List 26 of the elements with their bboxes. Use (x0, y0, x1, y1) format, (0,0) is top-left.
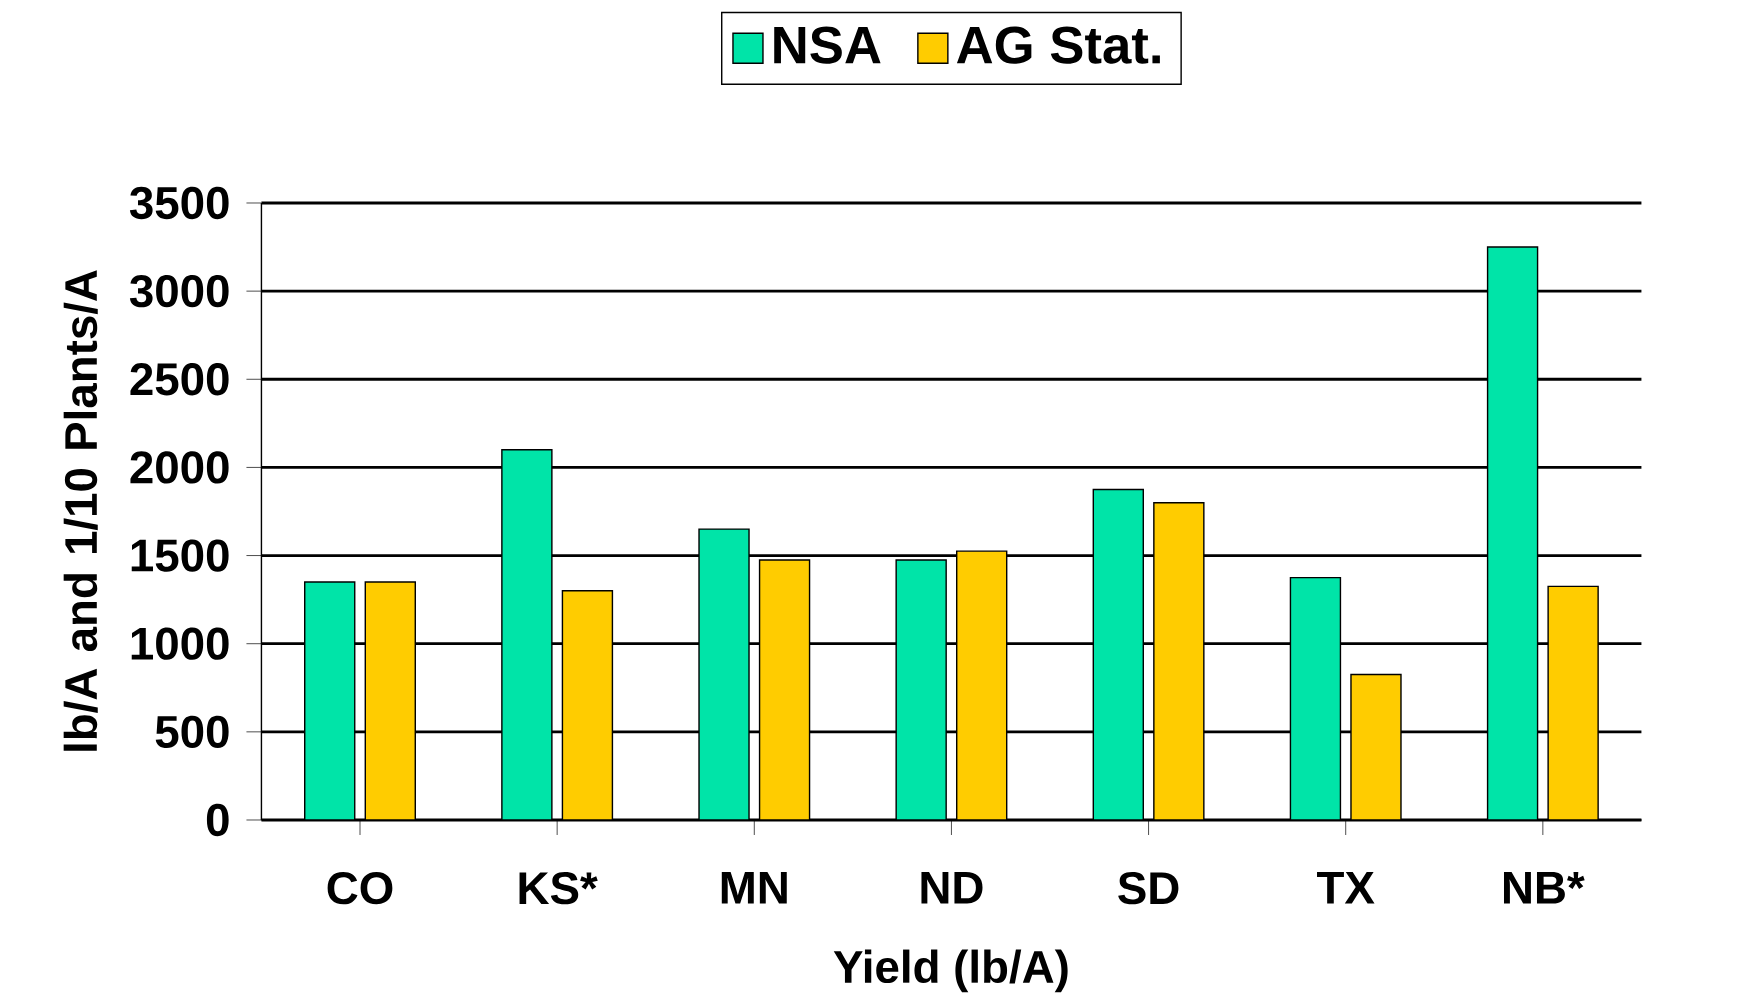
x-tick-label: TX (1317, 871, 1375, 904)
y-tick-label: 2000 (130, 451, 229, 484)
bar (501, 449, 552, 820)
bar (1290, 577, 1341, 820)
y-tick-label: 2500 (130, 362, 229, 396)
x-axis-title: Yield (lb/A) (833, 949, 1068, 992)
y-tick-label: 1500 (131, 539, 229, 572)
x-tick-label: NB* (1504, 871, 1585, 904)
bar (896, 559, 947, 820)
x-tick-label: MN (721, 871, 787, 904)
y-axis-title: lb/A and 1/10 Plants/A (63, 270, 98, 751)
x-tick-label: SD (1118, 871, 1179, 905)
bar (304, 581, 355, 820)
bar (1486, 246, 1539, 820)
bar (1093, 489, 1144, 820)
y-tick-label: 0 (206, 803, 229, 836)
legend-label: NSA (774, 26, 881, 64)
y-tick-label: 3000 (129, 274, 229, 308)
x-tick-label: CO (327, 871, 393, 905)
x-tick-label: ND (921, 871, 983, 904)
legend-label: AG Stat. (956, 26, 1160, 64)
x-tick-label: KS* (519, 871, 598, 905)
y-tick-label: 3500 (129, 186, 229, 219)
y-tick-label: 1000 (131, 627, 229, 660)
bar (699, 528, 750, 820)
y-tick-label: 500 (155, 715, 229, 748)
